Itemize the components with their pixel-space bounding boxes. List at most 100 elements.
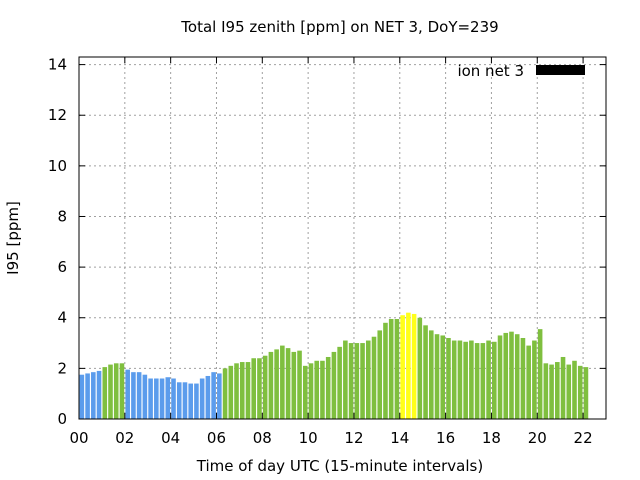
- y-tick-label: 14: [48, 56, 67, 74]
- bar: [360, 343, 365, 419]
- bar: [308, 363, 314, 419]
- bar: [165, 377, 171, 419]
- bar: [268, 351, 274, 419]
- bar: [497, 335, 503, 419]
- bar: [417, 317, 423, 419]
- bar: [217, 373, 222, 419]
- bar: [239, 362, 245, 419]
- x-tick-label: 18: [482, 429, 501, 447]
- bar: [486, 340, 491, 419]
- bar: [182, 382, 188, 419]
- bar: [314, 360, 320, 419]
- bar: [492, 341, 497, 419]
- y-tick-label: 0: [57, 410, 67, 428]
- legend: ion net 3: [457, 62, 585, 80]
- bar: [388, 319, 394, 419]
- x-tick-label: 14: [390, 429, 409, 447]
- bar: [394, 319, 400, 419]
- bar: [457, 340, 463, 419]
- bar: [411, 313, 417, 419]
- bar: [526, 345, 531, 419]
- bar: [474, 343, 480, 419]
- x-tick-label: 06: [207, 429, 226, 447]
- bar: [125, 369, 130, 419]
- bar: [142, 374, 148, 419]
- bar: [451, 340, 457, 419]
- bar: [572, 360, 577, 419]
- bar: [113, 363, 119, 419]
- bar: [543, 363, 549, 419]
- x-tick-label: 16: [436, 429, 455, 447]
- plot-frame: [78, 56, 607, 420]
- bar: [532, 340, 537, 419]
- bar: [406, 312, 411, 419]
- bar: [423, 325, 428, 419]
- x-tick-label: 22: [574, 429, 593, 447]
- bar: [377, 330, 383, 419]
- bar: [85, 373, 90, 419]
- bar: [365, 340, 371, 419]
- y-tick-label: 12: [48, 106, 67, 124]
- bar: [549, 364, 554, 419]
- bar: [251, 358, 257, 419]
- bar: [79, 374, 85, 419]
- bar: [446, 337, 451, 419]
- bar: [583, 367, 589, 419]
- bar: [520, 337, 526, 419]
- bar: [171, 378, 176, 419]
- bar: [343, 340, 348, 419]
- grid-lines: [79, 57, 606, 419]
- bar: [274, 349, 279, 419]
- x-tick-label: 20: [528, 429, 547, 447]
- x-tick-label: 12: [344, 429, 363, 447]
- bar: [383, 322, 388, 419]
- bar: [400, 315, 405, 419]
- bar: [199, 378, 205, 419]
- bar: [302, 365, 308, 419]
- x-tick-label: 08: [253, 429, 272, 447]
- bar: [291, 351, 297, 419]
- x-tick-label: 04: [161, 429, 180, 447]
- y-tick-label: 10: [48, 157, 67, 175]
- legend-label: ion net 3: [457, 62, 524, 80]
- bar: [555, 362, 560, 419]
- bar: [503, 332, 509, 419]
- bar: [348, 343, 354, 419]
- bar: [428, 330, 434, 419]
- bar: [154, 378, 159, 419]
- bar: [131, 372, 136, 419]
- bar: [440, 335, 446, 419]
- bar: [297, 350, 302, 419]
- y-tick-label: 2: [57, 359, 67, 377]
- legend-swatch: [536, 65, 585, 75]
- y-tick-label: 6: [57, 258, 67, 276]
- bar: [537, 329, 543, 419]
- x-tick-label: 10: [299, 429, 318, 447]
- bar: [285, 348, 291, 419]
- x-axis-ticks: 00 02 04 06 08 10 12 14 16 18 20 22: [69, 57, 593, 447]
- y-axis-ticks: 0 2 4 6 8 10 12 14: [48, 56, 606, 428]
- x-axis-label: Time of day UTC (15-minute intervals): [196, 457, 483, 475]
- chart-title: Total I95 zenith [ppm] on NET 3, DoY=239: [180, 18, 498, 36]
- bar: [136, 372, 142, 419]
- bar: [280, 345, 285, 419]
- bar: [205, 375, 211, 419]
- bar: [320, 360, 325, 419]
- bar: [176, 382, 182, 419]
- bar: [108, 364, 113, 419]
- bar: [245, 362, 251, 419]
- bar: [234, 363, 239, 419]
- bar: [469, 340, 474, 419]
- bar: [159, 378, 165, 419]
- bar: [257, 358, 262, 419]
- bar: [119, 363, 125, 419]
- bar: [480, 343, 486, 419]
- bar: [371, 336, 377, 419]
- bar: [91, 372, 96, 419]
- bar: [188, 383, 193, 419]
- bar: [325, 356, 331, 419]
- bar: [337, 346, 342, 419]
- y-tick-label: 4: [57, 309, 67, 327]
- bar: [560, 356, 566, 419]
